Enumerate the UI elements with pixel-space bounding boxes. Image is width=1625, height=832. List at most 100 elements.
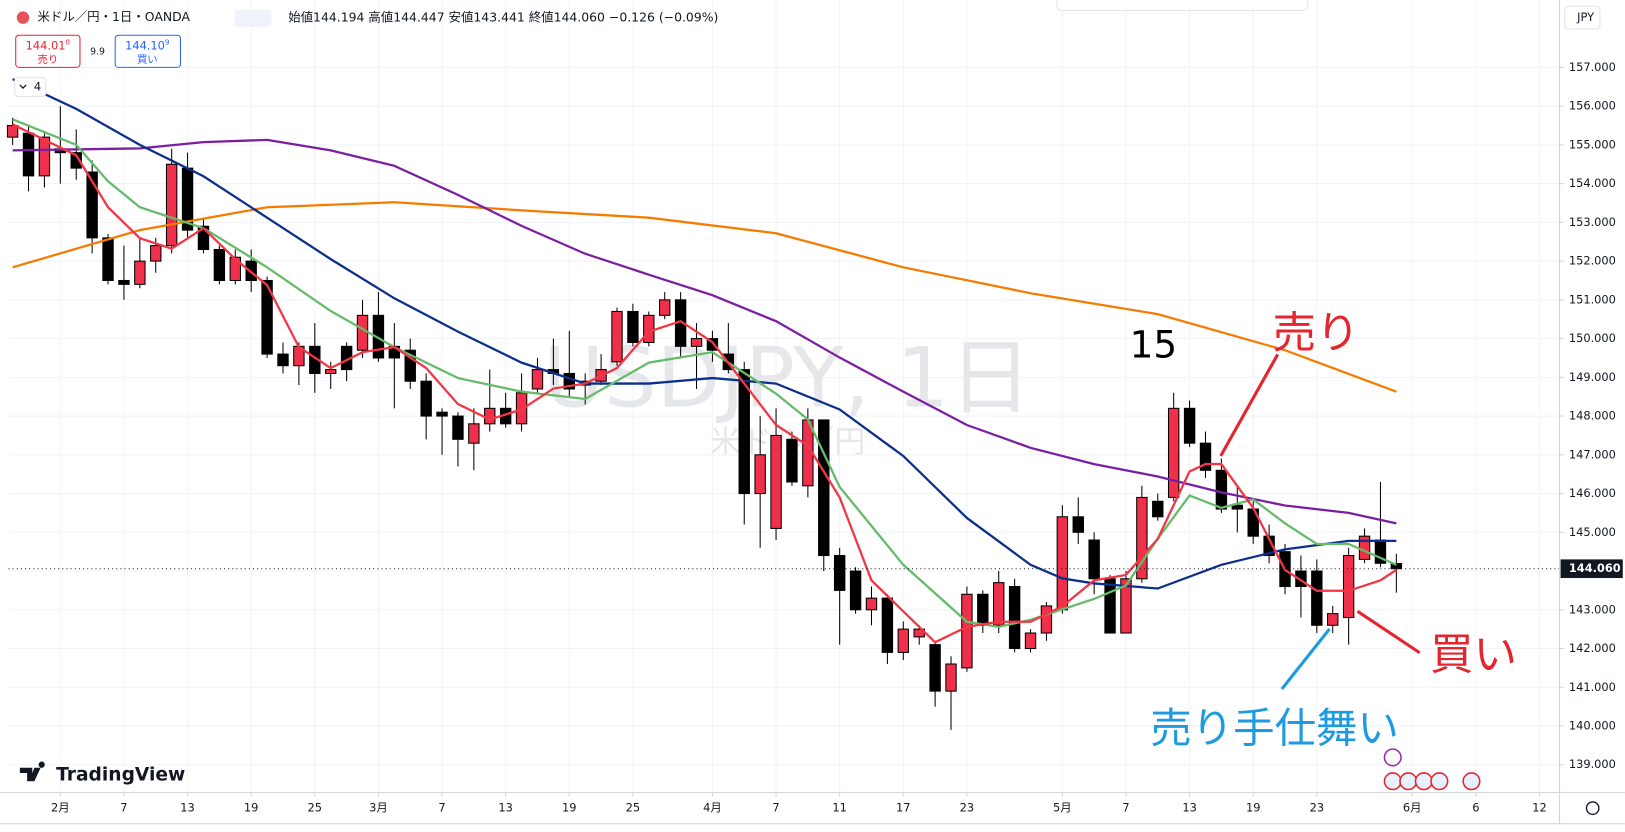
candle-body: [484, 407, 496, 425]
candle-body: [1120, 578, 1132, 634]
settings-icon[interactable]: [1585, 801, 1600, 816]
x-tick-label: 13: [180, 801, 194, 815]
sell-button[interactable]: 144.010 売り: [15, 34, 81, 68]
candle-body: [1183, 407, 1196, 444]
value: 143.441: [473, 9, 524, 24]
x-tick-label: 2月: [51, 801, 70, 815]
event-flags[interactable]: [1383, 772, 1481, 791]
y-tick-label: 154.000: [1569, 176, 1616, 190]
grid: [8, 0, 1560, 793]
candle-body: [102, 237, 114, 281]
moving-average-line: [12, 201, 1397, 393]
candle-body: [754, 454, 766, 495]
x-tick-label: 4月: [703, 801, 722, 815]
currency-box[interactable]: [1564, 5, 1601, 30]
price: 144.01: [26, 38, 66, 52]
candle-body: [70, 152, 82, 169]
x-tick-label: 23: [1310, 801, 1324, 815]
x-tick-label: 3月: [369, 801, 388, 815]
candle-body: [833, 555, 846, 591]
moving-average-line: [12, 118, 1397, 629]
sell-label: 売り: [37, 53, 58, 66]
candle-body: [1040, 605, 1053, 634]
flag-icon[interactable]: [1383, 772, 1402, 791]
sell-box[interactable]: [15, 34, 81, 68]
annotation: 15: [1130, 323, 1177, 367]
symbol[interactable]: 米ドル／円・1日・OANDA: [37, 9, 190, 24]
candle-body: [643, 314, 655, 343]
candle-body: [897, 628, 909, 653]
toolbar-box[interactable]: [1056, 0, 1309, 11]
buy-box[interactable]: [114, 34, 181, 68]
candle-body: [277, 353, 289, 367]
candle-body: [611, 310, 623, 363]
y-tick-label: 143.000: [1569, 602, 1616, 616]
label: 高値: [368, 9, 393, 24]
candle-body: [1390, 562, 1403, 570]
label: 始値: [288, 9, 313, 24]
currency[interactable]: JPY: [1576, 10, 1594, 24]
axes: 139.000 140.000 141.000 142.000 143.000 144.0…: [51, 60, 1623, 815]
candle-body: [865, 597, 878, 611]
y-tick-label: 146.000: [1569, 486, 1616, 500]
candle-body: [706, 338, 719, 351]
buy-button[interactable]: 144.109 買い: [114, 34, 181, 68]
buy-label: 買い: [137, 54, 158, 66]
annotation: 買い: [1430, 630, 1517, 680]
candle-body: [818, 419, 830, 557]
x-tick-label: 6月: [1403, 801, 1422, 815]
flag-icon[interactable]: [1414, 772, 1433, 791]
candle-body: [404, 349, 416, 382]
candle-body: [1311, 570, 1323, 626]
flag-icon[interactable]: [1399, 772, 1418, 791]
candle-body: [1056, 516, 1069, 611]
y-tick-label: 149.000: [1569, 370, 1616, 384]
value: 144.060: [554, 9, 605, 24]
x-tick-label: 25: [626, 801, 640, 815]
watermark: USDJPY, 1日: [543, 329, 1032, 426]
y-tick-label: 152.000: [1569, 254, 1616, 268]
annotation-line: [1280, 627, 1331, 690]
annotation-line: [1356, 610, 1421, 655]
candle-body: [150, 245, 162, 262]
candle-body: [197, 225, 210, 251]
flag-icon[interactable]: [1430, 772, 1449, 791]
price-fraction: 0: [65, 37, 70, 46]
y-tick-label: 150.000: [1569, 331, 1616, 345]
candle-body: [961, 593, 973, 669]
candle-body: [1088, 539, 1100, 580]
header-buttons[interactable]: [234, 9, 272, 27]
y-tick-label: 145.000: [1569, 525, 1616, 539]
x-tick-label: 12: [1532, 801, 1546, 815]
spread: 9.9: [90, 46, 105, 57]
candle-body: [372, 314, 385, 359]
x-tick-label: 11: [832, 801, 846, 815]
x-tick-label: 13: [1182, 801, 1196, 815]
buy-price: 144.109: [125, 37, 170, 52]
y-tick-label: 140.000: [1569, 718, 1616, 732]
chevron: [19, 84, 27, 89]
change: −0.126 (−0.09%): [609, 9, 718, 24]
candle-body: [1231, 504, 1244, 510]
candle-body: [627, 310, 639, 343]
flag-icon[interactable]: [1462, 772, 1481, 791]
candle-body: [690, 338, 703, 347]
y-tick-label: 147.000: [1569, 447, 1616, 461]
candle-body: [738, 369, 750, 495]
candle-body: [325, 369, 337, 374]
candle-body: [1295, 570, 1307, 588]
y-tick-label: 148.000: [1569, 409, 1616, 423]
candle-body: [213, 248, 226, 281]
candle-body: [1263, 535, 1275, 557]
indicators-toggle[interactable]: 4: [14, 77, 47, 97]
candle-body: [659, 299, 671, 316]
toggle-box[interactable]: [14, 77, 47, 97]
candle-body: [770, 434, 782, 529]
candle-body: [929, 644, 941, 692]
candle-body: [22, 132, 35, 177]
candle-body: [531, 369, 544, 390]
event-icon[interactable]: [1383, 748, 1402, 767]
x-tick-label: 7: [438, 801, 445, 815]
logo-text[interactable]: TradingView: [56, 765, 185, 786]
